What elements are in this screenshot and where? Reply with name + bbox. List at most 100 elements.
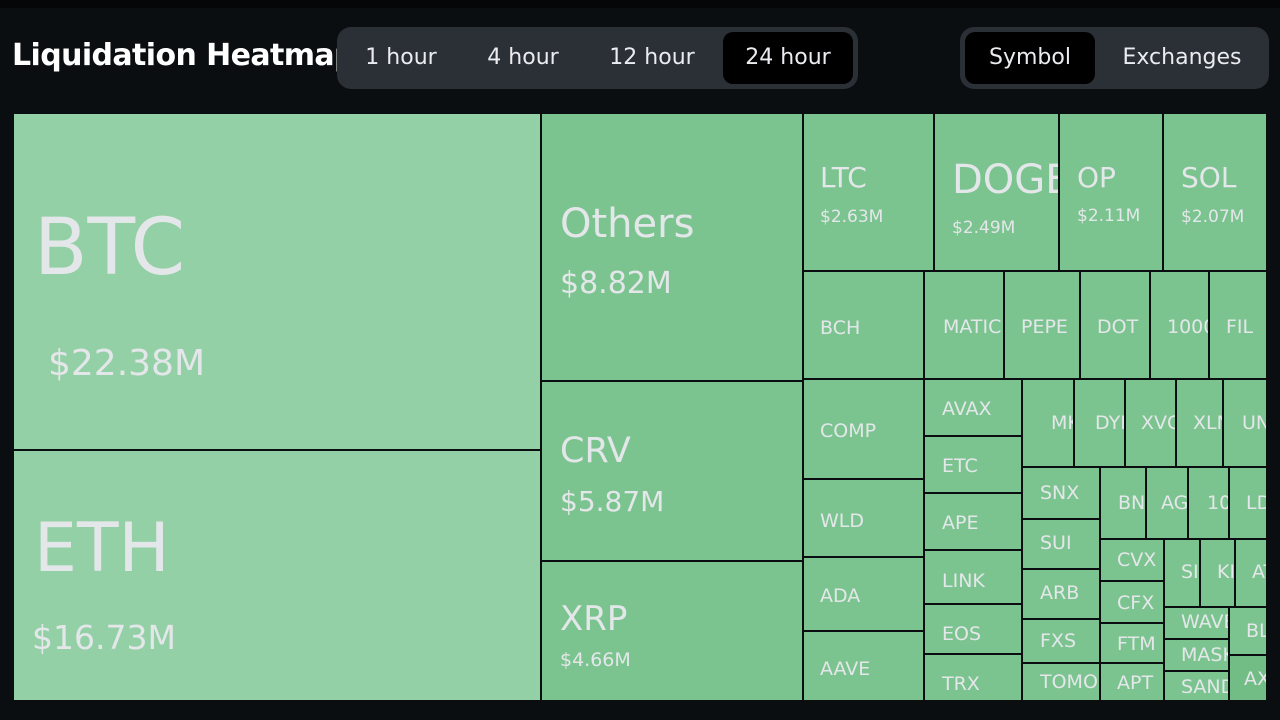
treemap-tile-ape[interactable]: APE bbox=[924, 493, 1022, 550]
tile-symbol: FIL bbox=[1226, 316, 1254, 338]
treemap-tile-eos[interactable]: EOS bbox=[924, 604, 1022, 654]
tile-symbol: OP bbox=[1077, 161, 1116, 194]
treemap-tile-cvx[interactable]: CVX bbox=[1100, 539, 1164, 581]
treemap-tile-xln[interactable]: XLN bbox=[1176, 379, 1223, 467]
treemap-tile-ki[interactable]: KI bbox=[1200, 539, 1235, 607]
tile-symbol: BL bbox=[1246, 620, 1266, 642]
treemap-tile-crv[interactable]: CRV $5.87M bbox=[541, 381, 803, 561]
tile-symbol: SNX bbox=[1040, 482, 1080, 504]
treemap-tile-ltc[interactable]: LTC $2.63M bbox=[803, 113, 934, 271]
tile-symbol: ETC bbox=[942, 455, 978, 477]
treemap-tile-link[interactable]: LINK bbox=[924, 550, 1022, 604]
treemap-tile-matic[interactable]: MATIC bbox=[924, 271, 1004, 379]
treemap-tile-ax[interactable]: AX bbox=[1229, 655, 1267, 701]
treemap-tile-trx[interactable]: TRX bbox=[924, 654, 1022, 701]
liquidation-treemap: BTC $22.38M ETH $16.73M Others $8.82M CRV $5.87… bbox=[13, 113, 1267, 701]
treemap-tile-eth[interactable]: ETH $16.73M bbox=[13, 450, 541, 701]
treemap-tile-snx[interactable]: SNX bbox=[1022, 467, 1100, 519]
treemap-tile-comp[interactable]: COMP bbox=[803, 379, 924, 479]
tile-symbol: APE bbox=[942, 512, 979, 534]
tile-symbol: TOMO bbox=[1040, 671, 1098, 693]
tile-symbol: DOT bbox=[1097, 316, 1139, 338]
treemap-tile-xvg[interactable]: XVG bbox=[1125, 379, 1176, 467]
tile-symbol: AAVE bbox=[820, 658, 871, 680]
treemap-tile-dot[interactable]: DOT bbox=[1080, 271, 1150, 379]
tile-symbol: XRP bbox=[560, 599, 628, 639]
treemap-tile-avax[interactable]: AVAX bbox=[924, 379, 1022, 436]
tile-symbol: BN bbox=[1118, 492, 1146, 514]
treemap-tile-cfx[interactable]: CFX bbox=[1100, 581, 1164, 623]
treemap-tile-bch[interactable]: BCH bbox=[803, 271, 924, 379]
treemap-tile-ftm[interactable]: FTM bbox=[1100, 623, 1164, 663]
tile-symbol: MASK bbox=[1181, 644, 1228, 666]
tab-12-hour[interactable]: 12 hour bbox=[609, 45, 695, 70]
tile-value: $2.11M bbox=[1077, 206, 1141, 226]
treemap-tile-sol[interactable]: SOL $2.07M bbox=[1163, 113, 1267, 271]
treemap-tile-others[interactable]: Others $8.82M bbox=[541, 113, 803, 381]
tile-symbol: XVG bbox=[1141, 412, 1175, 434]
treemap-tile-dyd[interactable]: DYD bbox=[1074, 379, 1125, 467]
tile-symbol: COMP bbox=[820, 420, 877, 442]
tile-symbol: SAND bbox=[1181, 676, 1228, 698]
treemap-tile-sand[interactable]: SAND bbox=[1164, 671, 1229, 701]
treemap-tile-arb[interactable]: ARB bbox=[1022, 569, 1100, 619]
treemap-tile-doge[interactable]: DOGE $2.49M bbox=[934, 113, 1059, 271]
treemap-tile-ld[interactable]: LD bbox=[1229, 467, 1267, 539]
tile-symbol: ARB bbox=[1040, 582, 1080, 604]
treemap-tile-tomo[interactable]: TOMO bbox=[1022, 663, 1100, 701]
tile-symbol: KI bbox=[1217, 561, 1235, 583]
tile-value: $4.66M bbox=[560, 649, 631, 671]
tile-symbol: AX bbox=[1244, 668, 1266, 690]
tile-symbol: CFX bbox=[1117, 592, 1155, 614]
treemap-tile-aave[interactable]: AAVE bbox=[803, 631, 924, 701]
treemap-tile-10[interactable]: 10 bbox=[1188, 467, 1229, 539]
tile-symbol: SUI bbox=[1040, 532, 1072, 554]
treemap-tile-bl[interactable]: BL bbox=[1229, 607, 1267, 655]
treemap-tile-op[interactable]: OP $2.11M bbox=[1059, 113, 1163, 271]
header-bar: Liquidation Heatmap 1 hour 4 hour 12 hou… bbox=[0, 0, 1280, 100]
tile-symbol: 1000 bbox=[1167, 316, 1208, 338]
treemap-tile-pepe[interactable]: PEPE bbox=[1004, 271, 1080, 379]
tile-symbol: CVX bbox=[1117, 549, 1157, 571]
treemap-tile-etc[interactable]: ETC bbox=[924, 436, 1022, 493]
tile-symbol: ETH bbox=[34, 509, 170, 588]
tab-symbol[interactable]: Symbol bbox=[965, 32, 1095, 84]
tab-exchanges[interactable]: Exchanges bbox=[1122, 45, 1242, 70]
treemap-tile-1000[interactable]: 1000 bbox=[1150, 271, 1209, 379]
tile-value: $2.07M bbox=[1181, 207, 1245, 227]
tile-symbol: EOS bbox=[942, 623, 982, 645]
tile-symbol: FTM bbox=[1117, 633, 1156, 655]
treemap-tile-bn[interactable]: BN bbox=[1100, 467, 1146, 539]
tile-symbol: TRX bbox=[942, 673, 980, 695]
treemap-tile-xrp[interactable]: XRP $4.66M bbox=[541, 561, 803, 701]
tile-symbol: MKI bbox=[1051, 412, 1073, 434]
treemap-tile-mask[interactable]: MASK bbox=[1164, 639, 1229, 671]
treemap-tile-wld[interactable]: WLD bbox=[803, 479, 924, 557]
treemap-tile-fxs[interactable]: FXS bbox=[1022, 619, 1100, 663]
treemap-tile-si[interactable]: SI bbox=[1164, 539, 1200, 607]
treemap-tile-btc[interactable]: BTC $22.38M bbox=[13, 113, 541, 450]
grouping-selector: Symbol Exchanges bbox=[960, 27, 1269, 89]
treemap-tile-fil[interactable]: FIL bbox=[1209, 271, 1267, 379]
treemap-tile-un[interactable]: UN bbox=[1223, 379, 1267, 467]
treemap-tile-apt[interactable]: APT bbox=[1100, 663, 1164, 701]
page-title: Liquidation Heatmap bbox=[12, 38, 355, 73]
tab-1-hour[interactable]: 1 hour bbox=[365, 45, 437, 70]
tile-symbol: BTC bbox=[34, 203, 186, 293]
tile-symbol: AG bbox=[1161, 492, 1188, 514]
tile-value: $5.87M bbox=[560, 485, 665, 518]
top-strip bbox=[0, 0, 1280, 8]
tile-symbol: PEPE bbox=[1021, 316, 1068, 338]
treemap-tile-wave[interactable]: WAVE bbox=[1164, 607, 1229, 639]
treemap-tile-ada[interactable]: ADA bbox=[803, 557, 924, 631]
tab-24-hour[interactable]: 24 hour bbox=[723, 32, 853, 84]
tile-symbol: LD bbox=[1246, 492, 1266, 514]
treemap-tile-mki[interactable]: MKI bbox=[1022, 379, 1074, 467]
treemap-tile-at[interactable]: AT bbox=[1235, 539, 1267, 607]
tile-value: $2.63M bbox=[820, 207, 884, 227]
tile-symbol: DOGE bbox=[952, 157, 1059, 203]
treemap-tile-sui[interactable]: SUI bbox=[1022, 519, 1100, 569]
treemap-tile-ag[interactable]: AG bbox=[1146, 467, 1188, 539]
tab-4-hour[interactable]: 4 hour bbox=[487, 45, 559, 70]
timeframe-selector: 1 hour 4 hour 12 hour 24 hour bbox=[337, 27, 858, 89]
